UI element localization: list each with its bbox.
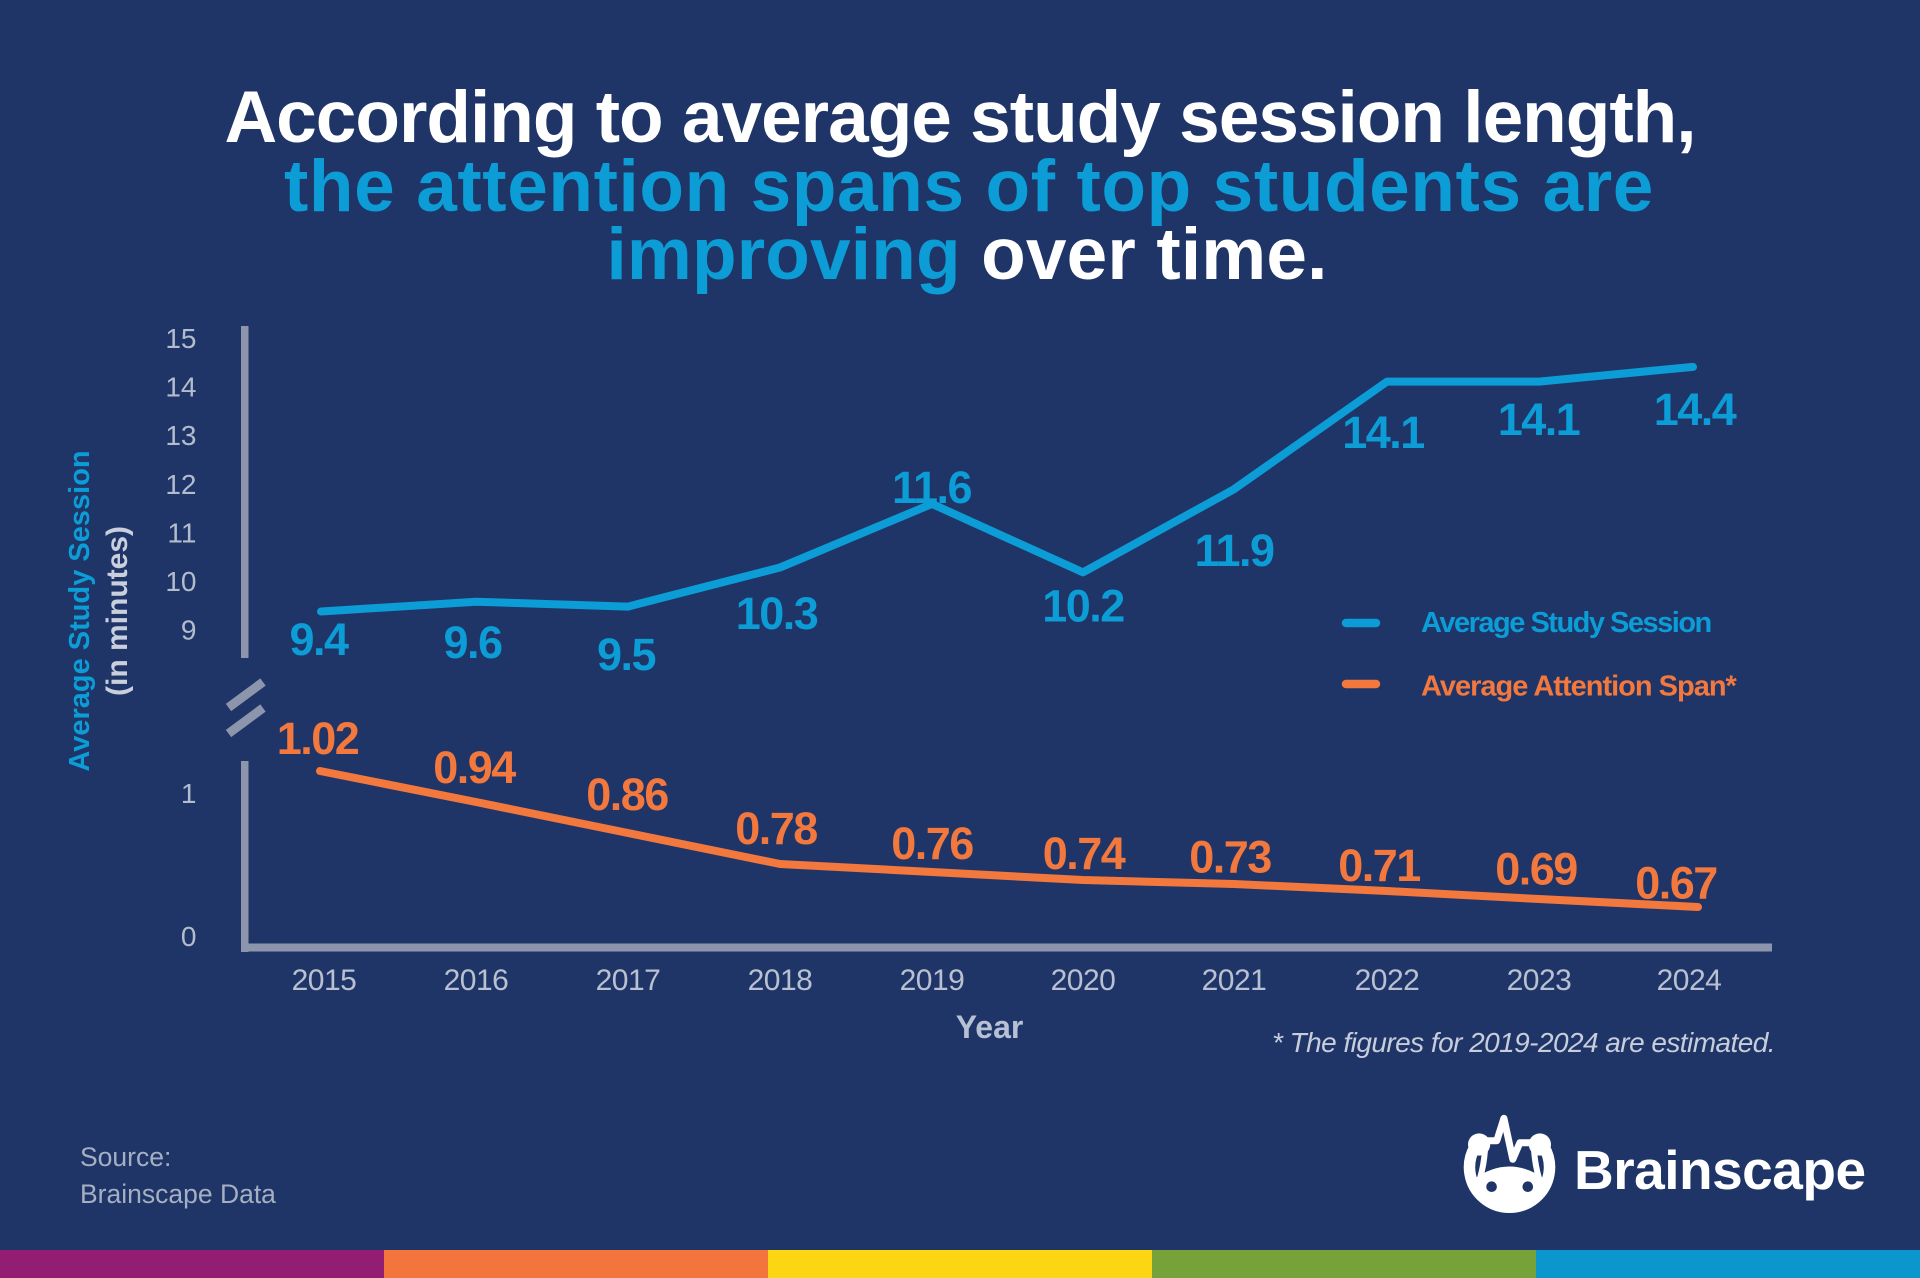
svg-text:0.67: 0.67: [1635, 858, 1717, 909]
svg-text:2018: 2018: [748, 964, 813, 997]
svg-text:9: 9: [181, 615, 197, 646]
svg-text:0.94: 0.94: [433, 742, 516, 793]
svg-text:13: 13: [165, 420, 196, 451]
svg-text:0: 0: [181, 921, 197, 952]
svg-text:14.1: 14.1: [1342, 407, 1424, 458]
svg-text:11.9: 11.9: [1194, 525, 1274, 576]
svg-text:0.86: 0.86: [586, 769, 668, 820]
svg-text:1.02: 1.02: [277, 713, 359, 764]
svg-text:14.1: 14.1: [1498, 394, 1580, 445]
svg-text:0.71: 0.71: [1338, 840, 1420, 891]
svg-text:Year: Year: [956, 1009, 1024, 1045]
svg-text:9.6: 9.6: [443, 617, 502, 668]
svg-text:9.4: 9.4: [289, 614, 349, 665]
svg-text:2016: 2016: [444, 964, 509, 997]
svg-text:2017: 2017: [596, 964, 661, 997]
svg-text:11: 11: [167, 517, 196, 548]
svg-text:10: 10: [165, 566, 196, 597]
svg-text:11.6: 11.6: [892, 462, 972, 513]
svg-text:2023: 2023: [1507, 964, 1572, 997]
svg-text:0.73: 0.73: [1189, 832, 1271, 883]
svg-text:0.78: 0.78: [735, 803, 817, 854]
svg-text:15: 15: [165, 323, 196, 354]
svg-text:9.5: 9.5: [597, 629, 656, 680]
svg-text:1: 1: [181, 778, 197, 809]
svg-text:2021: 2021: [1202, 964, 1267, 997]
svg-text:2019: 2019: [900, 964, 965, 997]
svg-text:10.2: 10.2: [1042, 581, 1124, 632]
svg-text:2024: 2024: [1657, 964, 1722, 997]
svg-text:14: 14: [165, 372, 196, 403]
svg-text:10.3: 10.3: [736, 588, 818, 639]
svg-text:12: 12: [165, 469, 196, 500]
svg-text:14.4: 14.4: [1654, 384, 1737, 435]
svg-text:2020: 2020: [1051, 964, 1116, 997]
svg-text:2015: 2015: [292, 964, 357, 997]
svg-text:0.69: 0.69: [1495, 844, 1577, 895]
svg-text:2022: 2022: [1355, 964, 1420, 997]
svg-text:0.76: 0.76: [891, 818, 973, 869]
svg-text:Average Attention Span*: Average Attention Span*: [1421, 671, 1738, 703]
svg-text:Average Study Session: Average Study Session: [1421, 607, 1711, 639]
svg-text:0.74: 0.74: [1043, 828, 1126, 879]
